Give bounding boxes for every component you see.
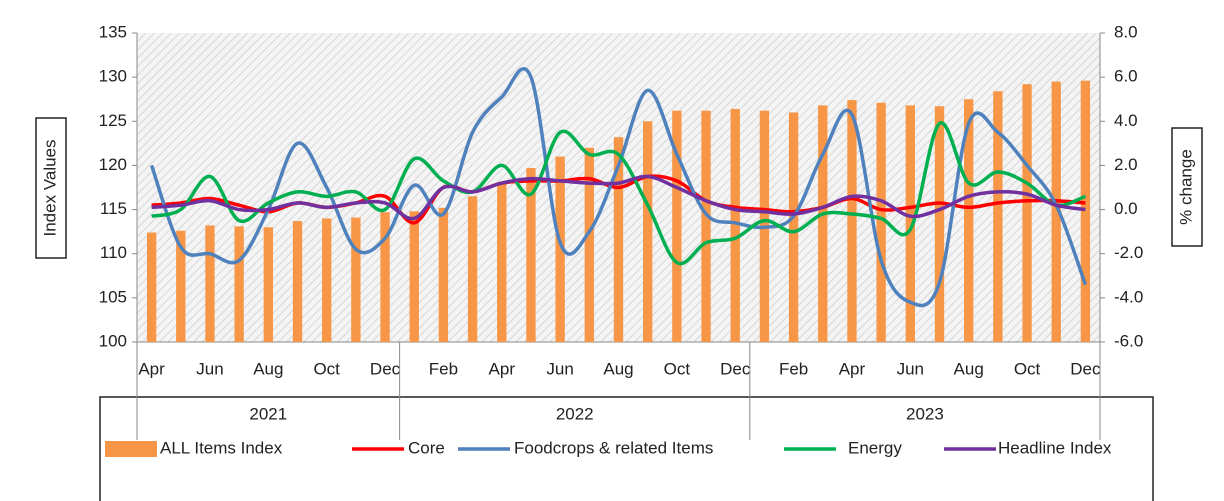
y2-tick-label: -4.0: [1114, 287, 1143, 306]
group-label: 2021: [249, 404, 287, 423]
bar: [467, 196, 478, 342]
legend-label: ALL Items Index: [160, 438, 283, 457]
y2-tick-label: 2.0: [1114, 155, 1138, 174]
bar: [672, 110, 682, 342]
line: [151, 121, 1087, 266]
y2-tick-label: 8.0: [1114, 22, 1138, 41]
y2-tick-label: 4.0: [1114, 111, 1138, 130]
bar: [584, 147, 594, 342]
y-axis-title: Index Values: [40, 139, 59, 236]
x-tick-label: Dec: [370, 359, 401, 378]
bar: [964, 99, 974, 342]
bar: [876, 102, 886, 342]
bar: [351, 217, 361, 342]
y2-tick-label: 0.0: [1114, 199, 1138, 218]
bar: [146, 232, 157, 342]
bar: [380, 212, 390, 342]
y2-axis-title-box: % change: [1171, 127, 1203, 247]
y2-tick-label: -6.0: [1114, 331, 1143, 350]
x-tick-label: Oct: [1014, 359, 1041, 378]
legend-label: Foodcrops & related Items: [514, 438, 713, 457]
bar: [701, 110, 711, 342]
group-label: 2022: [556, 404, 594, 423]
bar: [993, 91, 1003, 342]
group-label: 2023: [906, 404, 944, 423]
x-tick-label: Dec: [1070, 359, 1101, 378]
bar: [1051, 81, 1061, 343]
x-tick-label: Dec: [720, 359, 751, 378]
x-tick-label: Apr: [138, 359, 165, 378]
bar: [526, 168, 536, 342]
bar: [818, 105, 828, 342]
bar: [643, 121, 653, 343]
y2-tick-label: -2.0: [1114, 243, 1143, 262]
bar: [497, 183, 507, 342]
bar: [205, 225, 215, 342]
x-tick-label: Aug: [954, 359, 984, 378]
bar: [730, 108, 740, 342]
y-tick-label: 115: [100, 199, 127, 218]
y-tick-label: 130: [99, 67, 127, 86]
y-tick-label: 110: [100, 243, 127, 262]
y2-axis-title-frame: [1171, 127, 1203, 247]
x-tick-label: Feb: [429, 359, 458, 378]
x-tick-label: Jun: [196, 359, 223, 378]
bar: [847, 100, 857, 343]
legend-label: Core: [408, 438, 445, 457]
y-tick-label: 105: [99, 287, 127, 306]
x-tick-label: Feb: [779, 359, 808, 378]
bar: [1022, 84, 1032, 342]
y-tick-label: 120: [99, 155, 127, 174]
bar: [263, 227, 273, 342]
bar: [322, 218, 332, 342]
bar: [1080, 80, 1091, 342]
y-tick-label: 100: [99, 331, 127, 350]
y2-axis-title: % change: [1176, 149, 1195, 225]
x-tick-label: Apr: [839, 359, 866, 378]
bar: [292, 221, 303, 342]
x-tick-label: Oct: [313, 359, 340, 378]
y2-tick-label: 6.0: [1114, 67, 1138, 86]
bar: [934, 106, 945, 342]
legend-box: [99, 396, 1154, 501]
bar: [234, 226, 244, 342]
x-tick-label: Jun: [546, 359, 573, 378]
x-tick-label: Aug: [253, 359, 283, 378]
bar: [176, 230, 186, 342]
bar: [905, 105, 915, 342]
y-tick-label: 125: [99, 111, 127, 130]
bar: [788, 112, 799, 342]
legend-label: Energy: [848, 438, 902, 457]
y-axis-title-frame: [35, 117, 67, 259]
x-tick-label: Apr: [489, 359, 516, 378]
y-axis-title-box: Index Values: [35, 117, 67, 259]
legend-swatch: [105, 441, 157, 457]
bar: [613, 137, 624, 342]
x-tick-label: Jun: [897, 359, 924, 378]
line: [151, 174, 1086, 221]
bar: [438, 207, 449, 342]
legend-label: Headline Index: [998, 438, 1112, 457]
bar: [555, 156, 565, 342]
line: [149, 67, 1088, 308]
y-tick-label: 135: [99, 22, 127, 41]
x-tick-label: Aug: [603, 359, 633, 378]
bar: [409, 211, 419, 342]
x-tick-label: Oct: [664, 359, 691, 378]
